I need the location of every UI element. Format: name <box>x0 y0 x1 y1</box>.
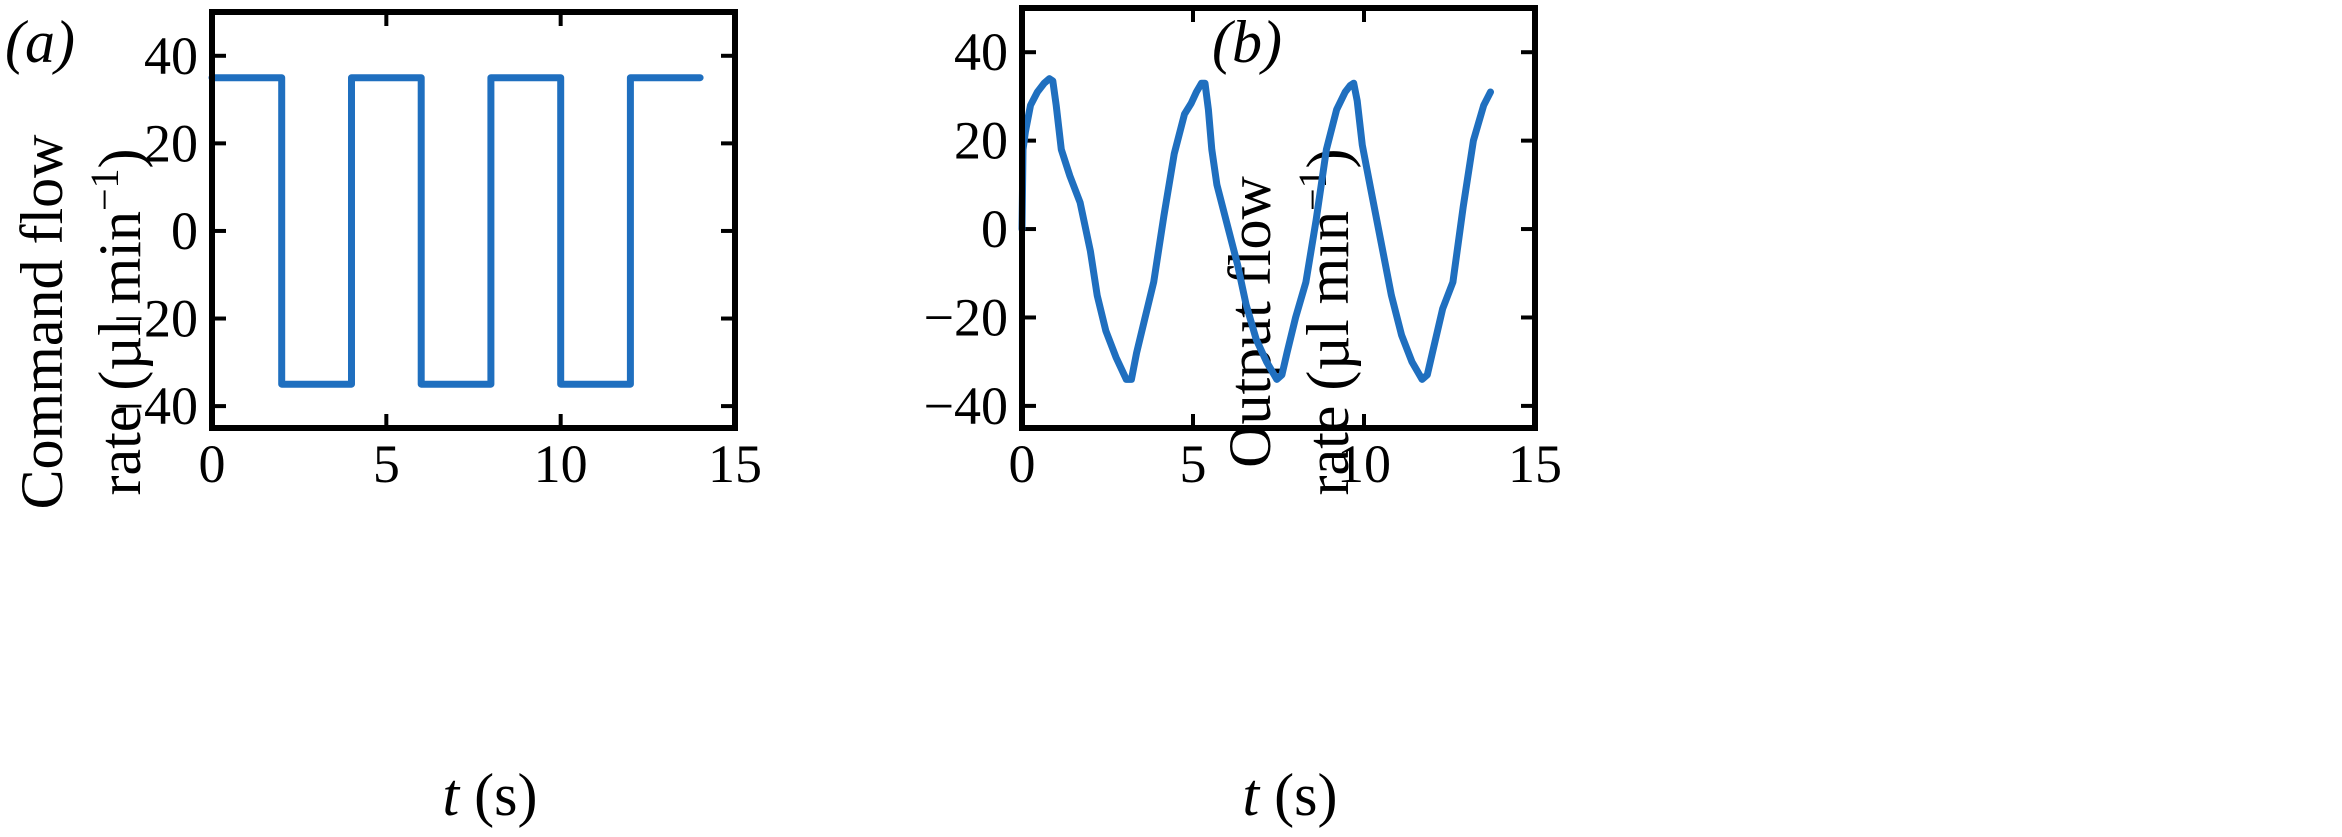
x-axis-label-b-var: t <box>1243 762 1261 828</box>
y-axis-label-a-line2: rate (µl min−1) <box>82 148 153 495</box>
y-axis-label-b-sup: −1 <box>1290 168 1335 211</box>
x-tick-label-a-0: 0 <box>199 434 226 494</box>
y-tick-label-b-3: 20 <box>954 111 1008 171</box>
panel-a-command-flow: (a) Command flow rate (µl min−1) −40 −20 0… <box>5 9 762 828</box>
y-tick-label-b-1: −20 <box>924 287 1008 347</box>
x-tick-label-b-3: 15 <box>1508 434 1562 494</box>
y-tick-label-a-1: −20 <box>114 289 198 349</box>
y-tick-label-b-2: 0 <box>981 199 1008 259</box>
panel-label-a: (a) <box>5 9 75 75</box>
series-line-command <box>208 74 704 388</box>
x-axis-label-b: t (s) <box>1243 762 1338 828</box>
y-tick-label-a-4: 40 <box>144 26 198 86</box>
y-axis-label-b-line2: rate (µl min−1) <box>1290 148 1361 495</box>
y-axis-label-b-line2-main: rate (µl min <box>1295 211 1361 495</box>
x-tick-label-b-0: 0 <box>1009 434 1036 494</box>
x-tick-label-a-2: 10 <box>534 434 588 494</box>
y-tick-label-a-2: 0 <box>171 201 198 261</box>
x-tick-labels-a: 0 5 10 15 <box>199 434 763 494</box>
x-tick-label-b-1: 5 <box>1180 434 1207 494</box>
x-tick-label-b-2: 10 <box>1337 434 1391 494</box>
y-axis-label-a-line1: Command flow <box>9 134 75 510</box>
x-axis-label-a-unit: (s) <box>459 762 537 828</box>
y-axis-label-a-sup: −1 <box>82 168 127 211</box>
x-axis-label-a-var: t <box>443 762 461 828</box>
plot-frame-b <box>1019 5 1538 431</box>
y-tick-label-a-3: 20 <box>144 113 198 173</box>
y-tick-label-a-0: −40 <box>114 376 198 436</box>
x-axis-label-a: t (s) <box>443 762 538 828</box>
y-tick-label-b-4: 40 <box>954 22 1008 82</box>
x-tick-label-a-3: 15 <box>708 434 762 494</box>
panel-label-b: (b) <box>1212 9 1282 75</box>
y-tick-label-b-0: −40 <box>924 376 1008 436</box>
y-axis-label-a-close: ) <box>87 148 153 168</box>
x-axis-label-b-unit: (s) <box>1259 762 1337 828</box>
plot-frame-a <box>209 9 738 431</box>
x-tick-labels-b: 0 5 10 15 <box>1009 434 1563 494</box>
x-tick-label-a-1: 5 <box>373 434 400 494</box>
y-axis-label-a-line2-main: rate (µl min <box>87 211 153 495</box>
panel-b-output-flow: (b) Output flow rate (µl min−1) −40−2002… <box>924 5 1563 828</box>
y-tick-labels-b: −40 −20 0 20 40 <box>924 22 1008 436</box>
y-tick-labels-a: −40 −20 0 20 40 <box>114 26 198 436</box>
series-line-output <box>1018 75 1494 383</box>
